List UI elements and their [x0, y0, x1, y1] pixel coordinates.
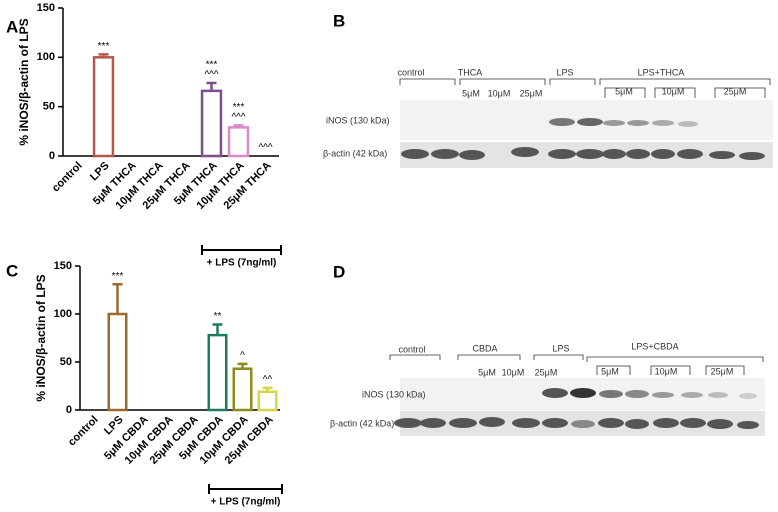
- error-bar: [112, 282, 123, 314]
- blot-dose: 25μM: [724, 86, 747, 96]
- significance-label: ^^: [263, 375, 273, 386]
- blot-dose: 5μM: [462, 88, 480, 98]
- y-tick-label: 0: [66, 404, 72, 416]
- blot-dose: 5μM: [601, 366, 619, 376]
- error-bar: [262, 386, 273, 392]
- blot-dose: 25μM: [535, 367, 558, 377]
- y-tick-label: 150: [37, 2, 55, 14]
- significance-label: ***: [206, 60, 218, 71]
- blot-dose: 5μM: [478, 367, 496, 377]
- bar: [257, 390, 278, 412]
- bands: [394, 388, 759, 429]
- x-tick-label: control: [66, 414, 101, 449]
- group-label: + LPS (7ng/ml): [207, 258, 277, 269]
- significance-label: ^: [240, 351, 245, 362]
- y-tick-label: 0: [49, 150, 55, 162]
- error-bar: [98, 53, 109, 58]
- significance-label: ^^^: [231, 112, 245, 123]
- blot-dose: 10μM: [655, 366, 678, 376]
- error-bar: [206, 81, 217, 91]
- blot-group: LPS+CBDA: [631, 341, 678, 351]
- blot-group: LPS+THCA: [638, 67, 685, 77]
- blot-dose: 25μM: [520, 88, 543, 98]
- bracket: [389, 354, 764, 375]
- panel-letter: B: [333, 11, 345, 30]
- blot-row-label: β-actin (42 kDa): [330, 418, 394, 428]
- y-axis-label: % iNOS/β-actin of LPS: [17, 18, 31, 145]
- blot-group: LPS: [556, 67, 573, 77]
- bar: [227, 126, 250, 158]
- bar: [232, 367, 253, 412]
- bar: [200, 89, 223, 158]
- blot-row-label: β-actin (42 kDa): [323, 148, 387, 158]
- blot-dose: 10μM: [502, 367, 525, 377]
- blot-group: THCA: [458, 67, 483, 77]
- group-label: + LPS (7ng/ml): [211, 497, 281, 508]
- y-tick-label: 150: [54, 260, 72, 272]
- blot-dose: 25μM: [711, 366, 734, 376]
- significance-label: ^^^: [258, 143, 272, 154]
- error-bar: [212, 323, 223, 336]
- error-bar: [237, 362, 248, 369]
- significance-label: ***: [233, 102, 245, 113]
- blot-dose: 5μM: [615, 86, 633, 96]
- significance-label: ***: [112, 271, 124, 282]
- y-tick-label: 50: [60, 356, 72, 368]
- significance-label: ***: [98, 41, 110, 52]
- bar: [92, 56, 115, 158]
- blot-group: control: [397, 67, 424, 77]
- bands: [401, 118, 765, 160]
- x-tick-label: control: [50, 160, 85, 195]
- y-axis-label: % iNOS/β-actin of LPS: [34, 274, 48, 401]
- group-bracket: [201, 245, 282, 255]
- group-bracket: [208, 484, 283, 494]
- blot-group: control: [398, 344, 425, 354]
- significance-label: ^^^: [204, 70, 218, 81]
- blot-row-label: iNOS (130 kDa): [326, 115, 390, 125]
- x-tick-label: LPS: [88, 160, 112, 184]
- y-tick-label: 50: [43, 101, 55, 113]
- y-tick-label: 100: [54, 308, 72, 320]
- blot-dose: 10μM: [662, 86, 685, 96]
- blot-dose: 10μM: [488, 88, 511, 98]
- blot-group: LPS: [552, 343, 569, 353]
- blot-row-label: iNOS (130 kDa): [362, 389, 426, 399]
- bracket: [399, 78, 771, 98]
- panel-letter: D: [333, 262, 345, 281]
- blot-group: CBDA: [472, 343, 497, 353]
- bar: [207, 333, 228, 412]
- panel-letter: C: [6, 261, 18, 280]
- significance-label: **: [214, 311, 222, 322]
- error-bar: [233, 124, 244, 128]
- bar: [107, 312, 128, 412]
- panel-letter: A: [6, 17, 18, 36]
- y-tick-label: 100: [37, 51, 55, 63]
